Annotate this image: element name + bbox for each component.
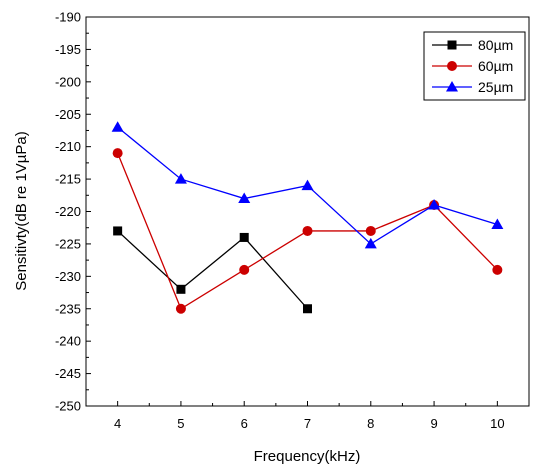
x-tick-label: 5 <box>177 416 184 431</box>
y-tick-label: -190 <box>55 10 81 25</box>
legend-marker <box>446 81 458 92</box>
legend-item: 80µm <box>432 37 513 53</box>
y-tick-label: -240 <box>55 334 81 349</box>
data-point <box>175 303 186 314</box>
data-point <box>239 264 250 275</box>
data-point <box>111 121 124 132</box>
y-tick-label: -215 <box>55 172 81 187</box>
data-point <box>491 218 504 229</box>
y-tick-label: -245 <box>55 366 81 381</box>
y-tick-label: -195 <box>55 42 81 57</box>
x-tick-label: 10 <box>490 416 504 431</box>
y-tick-label: -205 <box>55 107 81 122</box>
data-point <box>364 237 377 249</box>
data-point <box>112 148 123 159</box>
data-point <box>302 225 313 236</box>
x-tick-label: 4 <box>114 416 121 431</box>
legend-item: 60µm <box>432 58 513 74</box>
legend-item: 25µm <box>432 79 513 95</box>
x-tick-label: 9 <box>430 416 437 431</box>
legend-label: 25µm <box>478 79 513 95</box>
series-layer <box>111 121 504 314</box>
x-axis-title: Frequency(kHz) <box>254 448 361 465</box>
data-point <box>428 199 441 210</box>
data-point <box>238 192 251 204</box>
legend: 80µm 60µm 25µm <box>423 31 526 101</box>
y-tick-label: -210 <box>55 139 81 154</box>
x-tick-label: 7 <box>304 416 311 431</box>
series-1 <box>113 226 312 314</box>
series-2 <box>112 148 503 314</box>
series-line <box>117 230 308 310</box>
data-point <box>492 264 503 275</box>
legend-label: 80µm <box>478 37 513 53</box>
y-tick-label: -235 <box>55 301 81 316</box>
y-tick-label: -250 <box>55 399 81 414</box>
x-tick-label: 6 <box>241 416 248 431</box>
data-point <box>303 304 312 314</box>
x-axis: 4 5 6 7 8 9 10 <box>114 401 505 431</box>
y-tick-label: -225 <box>55 236 81 251</box>
y-tick-label: -220 <box>55 204 81 219</box>
data-point <box>174 173 187 184</box>
data-point <box>365 225 376 236</box>
data-point <box>301 179 314 191</box>
data-point <box>239 232 249 242</box>
data-point <box>176 284 186 294</box>
data-point <box>113 226 123 236</box>
y-axis: -190 -195 -200 -205 -210 -215 -220 -225 -230 -235… <box>55 10 91 414</box>
y-tick-label: -230 <box>55 269 81 284</box>
y-axis-title: Sensitivty(dB re 1VµPa) <box>13 131 30 291</box>
y-tick-label: -200 <box>55 74 81 89</box>
legend-label: 60µm <box>478 58 513 74</box>
x-tick-label: 8 <box>367 416 374 431</box>
legend-marker <box>447 40 457 50</box>
series-3 <box>111 121 504 249</box>
legend-marker <box>447 61 457 71</box>
